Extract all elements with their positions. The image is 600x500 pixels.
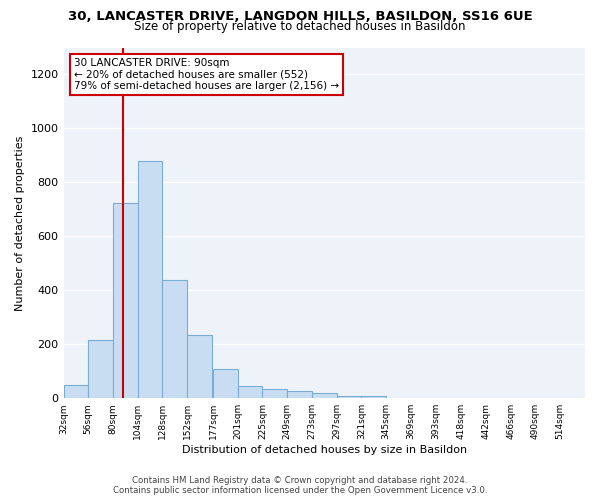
Bar <box>187 335 212 398</box>
Bar <box>262 389 287 398</box>
Bar <box>312 393 337 398</box>
Y-axis label: Number of detached properties: Number of detached properties <box>15 135 25 310</box>
Bar <box>64 384 88 398</box>
Text: Size of property relative to detached houses in Basildon: Size of property relative to detached ho… <box>134 20 466 33</box>
Bar <box>113 202 138 398</box>
Text: Contains HM Land Registry data © Crown copyright and database right 2024.
Contai: Contains HM Land Registry data © Crown c… <box>113 476 487 495</box>
Bar <box>337 396 361 398</box>
Bar <box>361 396 386 398</box>
Text: 30, LANCASTER DRIVE, LANGDON HILLS, BASILDON, SS16 6UE: 30, LANCASTER DRIVE, LANGDON HILLS, BASI… <box>68 10 532 23</box>
Bar <box>238 386 262 398</box>
Bar <box>213 368 238 398</box>
Bar <box>287 390 312 398</box>
Text: 30 LANCASTER DRIVE: 90sqm
← 20% of detached houses are smaller (552)
79% of semi: 30 LANCASTER DRIVE: 90sqm ← 20% of detac… <box>74 58 339 91</box>
Bar <box>88 340 113 398</box>
Bar <box>138 161 163 398</box>
Bar <box>163 280 187 398</box>
X-axis label: Distribution of detached houses by size in Basildon: Distribution of detached houses by size … <box>182 445 467 455</box>
